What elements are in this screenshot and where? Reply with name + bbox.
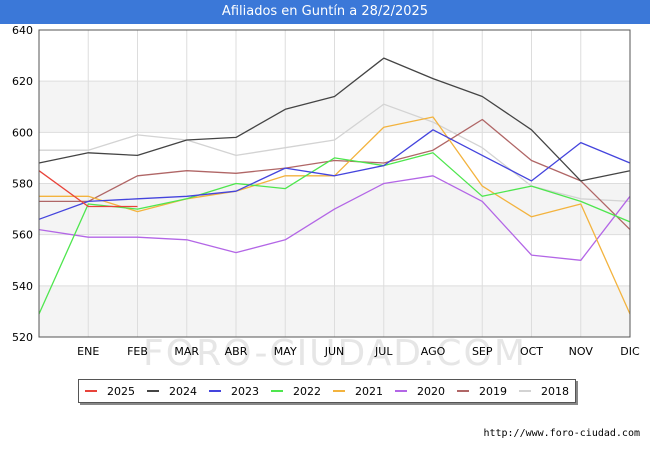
legend-swatch bbox=[333, 390, 345, 392]
x-tick-label: ENE bbox=[77, 345, 99, 358]
series-line-2019 bbox=[39, 118, 631, 231]
legend-label: 2023 bbox=[231, 384, 259, 398]
y-tick-label: 640 bbox=[12, 24, 33, 37]
legend-swatch bbox=[209, 390, 221, 392]
line-chart: FORO-CIUDAD.COM 520 540 560 580 600 620 640 EN… bbox=[12, 24, 640, 374]
legend-label: 2022 bbox=[293, 384, 321, 398]
source-url: http://www.foro-ciudad.com bbox=[483, 428, 640, 439]
y-axis-ticks: 520 540 560 580 600 620 640 bbox=[12, 24, 33, 344]
x-tick-label: AGO bbox=[421, 345, 446, 358]
legend-label: 2019 bbox=[479, 384, 507, 398]
legend-item-2024: 2024 bbox=[147, 385, 197, 398]
series-line-2022 bbox=[38, 152, 631, 315]
legend-item-2023: 2023 bbox=[209, 385, 259, 398]
legend-label: 2024 bbox=[169, 384, 197, 398]
y-tick-label: 540 bbox=[12, 280, 33, 293]
x-tick-label: NOV bbox=[569, 345, 594, 358]
legend-item-2022: 2022 bbox=[271, 385, 321, 398]
y-tick-label: 560 bbox=[12, 229, 33, 242]
legend-swatch bbox=[457, 390, 469, 392]
x-axis-ticks: ENE FEB MAR ABR MAY JUN JUL AGO SEP OCT NOV DIC bbox=[77, 345, 640, 358]
legend-swatch bbox=[147, 390, 159, 392]
legend-swatch bbox=[519, 390, 531, 392]
x-tick-label: SEP bbox=[472, 345, 493, 358]
x-tick-label: OCT bbox=[520, 345, 543, 358]
series-line-2023 bbox=[38, 129, 631, 220]
series-line-2024 bbox=[38, 57, 631, 182]
y-tick-label: 520 bbox=[12, 331, 33, 344]
y-tick-label: 600 bbox=[12, 126, 33, 139]
x-tick-label: MAY bbox=[274, 345, 297, 358]
x-tick-label: DIC bbox=[620, 345, 640, 358]
legend-label: 2018 bbox=[541, 384, 569, 398]
x-tick-label: FEB bbox=[127, 345, 148, 358]
y-tick-label: 620 bbox=[12, 75, 33, 88]
legend-label: 2020 bbox=[417, 384, 445, 398]
x-tick-label: MAR bbox=[174, 345, 199, 358]
legend-swatch bbox=[395, 390, 407, 392]
series-lines bbox=[38, 57, 631, 315]
legend-item-2021: 2021 bbox=[333, 385, 383, 398]
y-tick-label: 580 bbox=[12, 178, 33, 191]
legend: 2025 2024 2023 2022 2021 2020 2019 2018 bbox=[78, 379, 576, 403]
series-line-2020 bbox=[38, 175, 631, 261]
legend-item-2019: 2019 bbox=[457, 385, 507, 398]
legend-item-2018: 2018 bbox=[519, 385, 569, 398]
legend-swatch bbox=[271, 390, 283, 392]
x-tick-label: JUL bbox=[374, 345, 393, 358]
chart-title: Afiliados en Guntín a 28/2/2025 bbox=[0, 0, 650, 24]
watermark-text: FORO-CIUDAD.COM bbox=[143, 333, 527, 374]
plot-frame bbox=[38, 29, 631, 338]
legend-item-2025: 2025 bbox=[85, 385, 135, 398]
legend-swatch bbox=[85, 390, 97, 392]
series-line-2025 bbox=[38, 170, 138, 208]
legend-label: 2025 bbox=[107, 384, 135, 398]
x-tick-label: ABR bbox=[225, 345, 248, 358]
legend-label: 2021 bbox=[355, 384, 383, 398]
x-tick-label: JUN bbox=[324, 345, 345, 358]
legend-item-2020: 2020 bbox=[395, 385, 445, 398]
